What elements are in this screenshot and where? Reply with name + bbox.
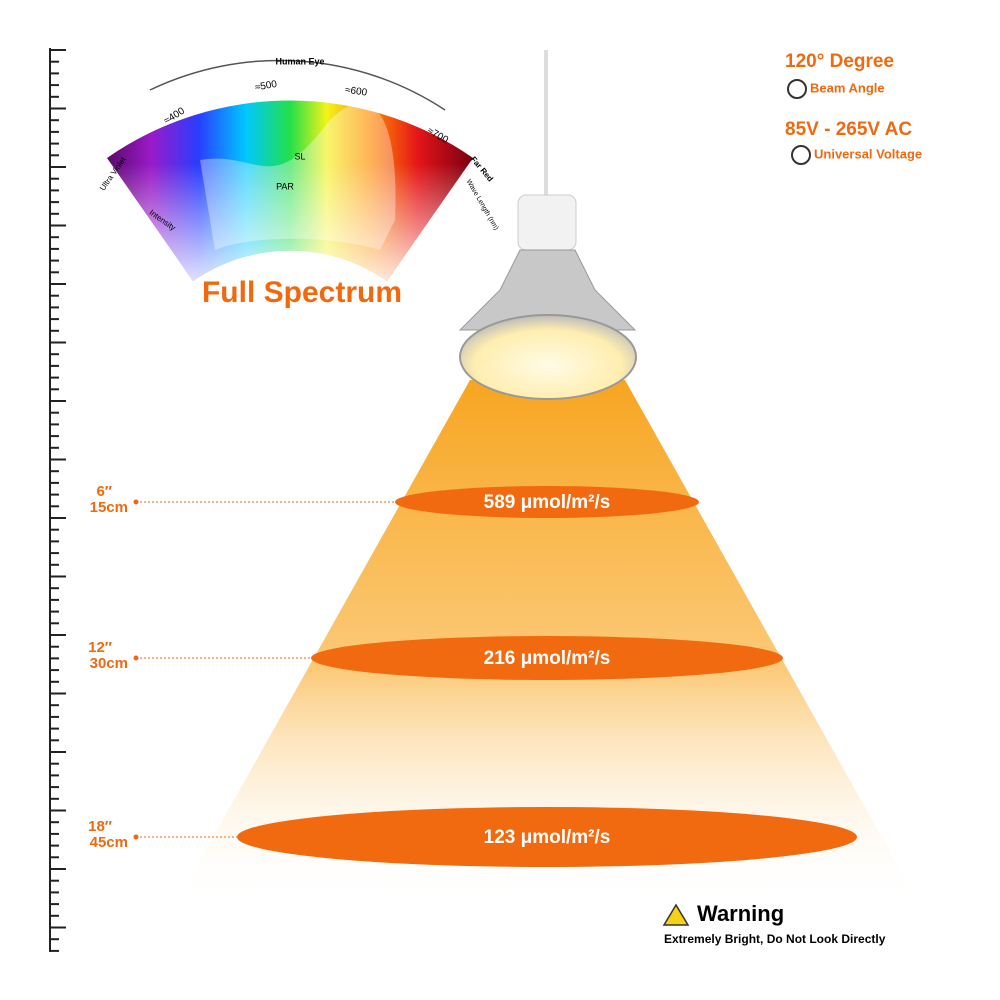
ppfd-value: 216 μmol/m²/s xyxy=(484,648,611,669)
ppfd-value: 123 μmol/m²/s xyxy=(484,827,611,848)
warning-icon xyxy=(662,903,690,926)
spec-subtitle: Universal Voltage xyxy=(814,146,922,161)
plug-icon xyxy=(791,145,811,165)
beam-icon xyxy=(787,79,807,99)
leader-dot xyxy=(133,834,139,840)
spectrum-fade xyxy=(107,100,473,282)
human-eye: Human Eye xyxy=(275,56,324,66)
ppfd-disc xyxy=(311,636,783,680)
distance-inches: 6″ xyxy=(96,483,112,500)
axis-label: Wave Length (nm) xyxy=(465,178,500,231)
spec-title: 120° Degree xyxy=(785,51,894,72)
wavelength: ≈600 xyxy=(344,85,368,99)
bulb xyxy=(459,314,637,400)
spec-title: 85V - 265V AC xyxy=(785,119,912,140)
distance-cm: 15cm xyxy=(90,499,128,516)
warning-title: Warning xyxy=(697,901,784,926)
warning-text: Extremely Bright, Do Not Look Directly xyxy=(664,932,886,946)
par-curve xyxy=(200,103,396,250)
socket xyxy=(517,194,577,251)
leader-dot xyxy=(133,499,139,505)
distance-cm: 30cm xyxy=(90,655,128,672)
leader-dot xyxy=(133,655,139,661)
human-eye-bracket xyxy=(149,59,446,111)
curve-label: PAR xyxy=(276,181,294,191)
ppfd-value: 589 μmol/m²/s xyxy=(484,492,611,513)
ppfd-disc xyxy=(237,807,857,867)
distance-inches: 18″ xyxy=(88,818,112,835)
heatsink xyxy=(458,249,637,331)
distance-cm: 45cm xyxy=(90,834,128,851)
far-red-label: Far Red xyxy=(469,155,495,184)
ruler xyxy=(49,48,66,952)
curve-label: SL xyxy=(294,151,305,161)
ppfd-disc xyxy=(395,486,699,518)
distance-inches: 12″ xyxy=(88,639,112,656)
spectrum-title: Full Spectrum xyxy=(202,276,402,309)
wavelength: ≈500 xyxy=(254,79,278,94)
spec-subtitle: Beam Angle xyxy=(810,80,885,95)
